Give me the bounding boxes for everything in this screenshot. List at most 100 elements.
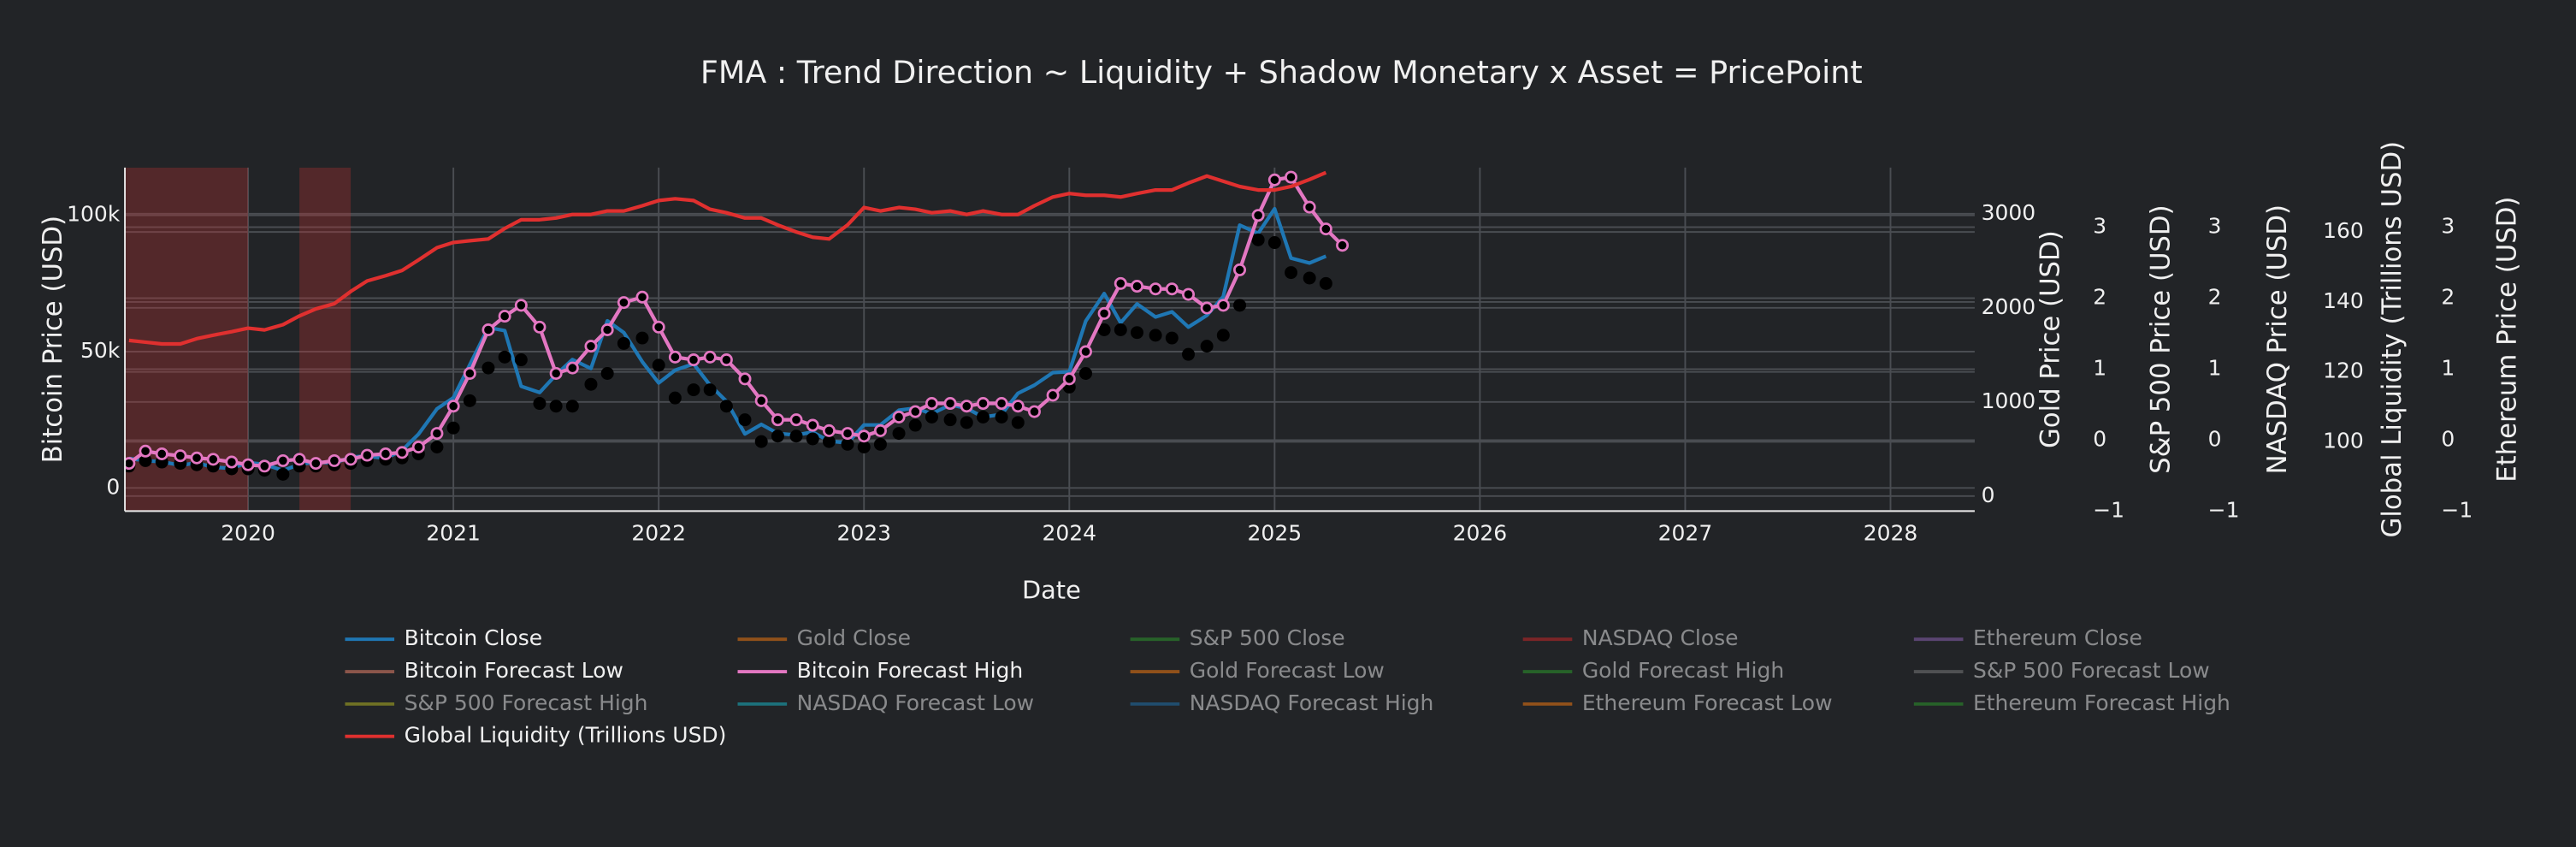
series-marker bbox=[857, 429, 871, 443]
series-marker bbox=[754, 394, 768, 407]
series-marker bbox=[463, 394, 476, 407]
series-marker bbox=[1216, 329, 1230, 342]
legend-label: Gold Close bbox=[797, 625, 911, 650]
series-marker bbox=[139, 444, 152, 458]
series-marker bbox=[908, 418, 922, 432]
series-marker bbox=[635, 290, 649, 304]
legend-label: Bitcoin Forecast Low bbox=[405, 658, 623, 683]
series-marker bbox=[498, 310, 511, 323]
series-marker bbox=[841, 427, 854, 441]
series-marker bbox=[771, 429, 784, 443]
series-marker bbox=[617, 296, 630, 310]
series-marker bbox=[1114, 323, 1127, 336]
series-marker bbox=[1182, 287, 1196, 301]
series-marker bbox=[155, 447, 168, 460]
series-marker bbox=[789, 413, 803, 427]
series-marker bbox=[514, 299, 528, 312]
x-tick-label: 2021 bbox=[426, 520, 481, 545]
series-marker bbox=[635, 331, 649, 345]
legend-label: NASDAQ Close bbox=[1582, 625, 1739, 650]
series-marker bbox=[925, 397, 938, 411]
y5-axis-title: Global Liquidity (Trillions USD) bbox=[2377, 141, 2408, 538]
series-marker bbox=[925, 410, 938, 424]
x-tick-label: 2020 bbox=[221, 520, 275, 545]
series-marker bbox=[1303, 271, 1316, 285]
series-marker bbox=[1233, 299, 1247, 312]
series-marker bbox=[1182, 347, 1196, 361]
series-marker bbox=[584, 340, 598, 353]
y6-tick-label: −1 bbox=[2441, 497, 2473, 522]
series-marker bbox=[960, 400, 973, 413]
legend-label: Ethereum Forecast High bbox=[1973, 690, 2230, 715]
series-marker bbox=[687, 353, 700, 367]
y4-tick-label: 0 bbox=[2208, 426, 2222, 451]
y5-tick-label: 100 bbox=[2323, 428, 2364, 453]
x-tick-label: 2024 bbox=[1043, 520, 1097, 545]
series-marker bbox=[719, 353, 733, 367]
series-marker bbox=[1011, 416, 1025, 429]
y-axis-title: Bitcoin Price (USD) bbox=[38, 216, 68, 463]
legend-label: NASDAQ Forecast High bbox=[1190, 690, 1434, 715]
series-marker bbox=[754, 435, 768, 448]
y6-tick-label: 1 bbox=[2441, 355, 2455, 380]
y4-tick-label: 3 bbox=[2208, 214, 2222, 239]
series-marker bbox=[533, 397, 547, 411]
series-marker bbox=[822, 435, 836, 448]
series-marker bbox=[943, 397, 957, 411]
legend-label: Ethereum Close bbox=[1973, 625, 2142, 650]
y2-tick-label: 2000 bbox=[1982, 294, 2036, 319]
series-marker bbox=[430, 427, 444, 441]
series-marker bbox=[873, 424, 887, 437]
y4-tick-label: −1 bbox=[2208, 497, 2240, 522]
series-marker bbox=[687, 383, 700, 397]
series-marker bbox=[857, 441, 871, 453]
series-marker bbox=[1097, 306, 1111, 320]
series-marker bbox=[1233, 263, 1247, 276]
series-marker bbox=[482, 323, 495, 336]
series-marker bbox=[976, 410, 990, 424]
series-marker bbox=[1319, 222, 1332, 236]
series-marker bbox=[976, 397, 990, 411]
series-marker bbox=[652, 320, 665, 334]
series-marker bbox=[806, 418, 819, 432]
series-marker bbox=[668, 391, 682, 405]
legend-label: Bitcoin Forecast High bbox=[797, 658, 1024, 683]
y5-tick-label: 120 bbox=[2323, 358, 2364, 383]
series-marker bbox=[1285, 266, 1298, 280]
series-marker bbox=[1251, 233, 1265, 246]
legend-label: S&P 500 Close bbox=[1190, 625, 1345, 650]
series-marker bbox=[1011, 400, 1025, 413]
series-marker bbox=[482, 361, 495, 375]
chart-title: FMA : Trend Direction ~ Liquidity + Shad… bbox=[700, 54, 1863, 91]
series-marker bbox=[822, 424, 836, 437]
y3-tick-label: 0 bbox=[2093, 426, 2106, 451]
series-marker bbox=[257, 459, 271, 473]
series-marker bbox=[873, 437, 887, 451]
series-marker bbox=[565, 400, 579, 413]
y3-tick-label: 1 bbox=[2093, 355, 2106, 380]
series-marker bbox=[360, 448, 374, 462]
series-marker bbox=[206, 453, 220, 466]
shading-layer bbox=[125, 167, 352, 512]
series-marker bbox=[1149, 282, 1162, 296]
series-marker bbox=[225, 455, 239, 469]
x-tick-label: 2025 bbox=[1248, 520, 1303, 545]
series-marker bbox=[738, 372, 752, 386]
data-layer bbox=[125, 170, 1350, 481]
y4-tick-label: 2 bbox=[2208, 285, 2222, 310]
series-marker bbox=[514, 353, 528, 367]
series-marker bbox=[908, 405, 922, 418]
y4-axis-title: NASDAQ Price (USD) bbox=[2262, 204, 2293, 474]
series-marker bbox=[565, 361, 579, 375]
series-marker bbox=[1131, 280, 1143, 293]
series-marker bbox=[1336, 239, 1350, 252]
series-marker bbox=[1267, 173, 1281, 187]
x-tick-label: 2022 bbox=[631, 520, 686, 545]
series-marker bbox=[446, 421, 460, 435]
series-marker bbox=[1114, 276, 1127, 290]
x-tick-label: 2023 bbox=[836, 520, 891, 545]
series-marker bbox=[241, 458, 255, 471]
series-marker bbox=[1027, 405, 1041, 418]
series-marker bbox=[771, 413, 784, 427]
series-marker bbox=[1097, 323, 1111, 336]
